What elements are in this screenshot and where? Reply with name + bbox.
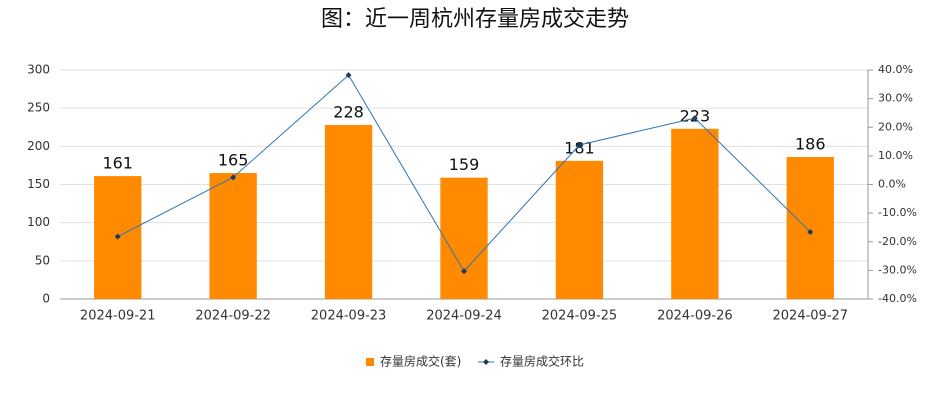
y2-tick-label: 30.0%	[878, 92, 913, 105]
x-tick-label: 2024-09-25	[542, 309, 618, 324]
data-label: 186	[795, 135, 826, 154]
data-label: 159	[449, 155, 480, 174]
y2-tick-label: 20.0%	[878, 120, 913, 133]
y-tick-label: 50	[35, 253, 50, 267]
x-tick-label: 2024-09-26	[657, 309, 733, 324]
data-label: 165	[218, 151, 249, 170]
y-tick-label: 300	[27, 63, 50, 77]
line-marker	[576, 141, 583, 148]
legend-swatch	[483, 359, 489, 365]
data-label: 228	[333, 102, 364, 121]
x-tick-label: 2024-09-24	[426, 309, 502, 324]
data-label: 161	[102, 154, 133, 173]
line-marker	[345, 72, 352, 79]
bar	[555, 160, 604, 299]
y2-tick-label: -20.0%	[878, 235, 917, 248]
x-tick-label: 2024-09-27	[773, 309, 849, 324]
y-tick-label: 0	[42, 292, 50, 306]
y2-tick-label: 40.0%	[878, 63, 913, 76]
y2-tick-label: -10.0%	[878, 206, 917, 219]
y2-tick-label: -40.0%	[878, 292, 917, 305]
y-tick-label: 100	[27, 215, 50, 229]
legend-label: 存量房成交环比	[500, 354, 584, 369]
line-marker	[691, 115, 698, 122]
bar	[209, 173, 257, 299]
x-tick-label: 2024-09-23	[311, 309, 387, 324]
line-marker	[807, 229, 814, 236]
legend-label: 存量房成交(套)	[380, 354, 461, 369]
legend-swatch	[366, 358, 374, 366]
line-marker	[230, 174, 237, 181]
chart-title: 图：近一周杭州存量房成交走势	[321, 7, 629, 32]
x-tick-label: 2024-09-22	[195, 309, 271, 324]
y-tick-label: 200	[27, 139, 50, 153]
bar	[786, 157, 834, 299]
x-tick-label: 2024-09-21	[80, 309, 156, 324]
bar	[671, 128, 719, 299]
y2-tick-label: 10.0%	[878, 149, 913, 162]
bar	[324, 124, 373, 300]
y-tick-label: 250	[27, 101, 50, 115]
y2-tick-label: 0.0%	[878, 178, 906, 191]
line-marker	[114, 233, 121, 240]
y2-tick-label: -30.0%	[878, 263, 917, 276]
bar	[440, 177, 488, 299]
y-tick-label: 150	[27, 177, 50, 191]
line-marker	[461, 268, 467, 275]
